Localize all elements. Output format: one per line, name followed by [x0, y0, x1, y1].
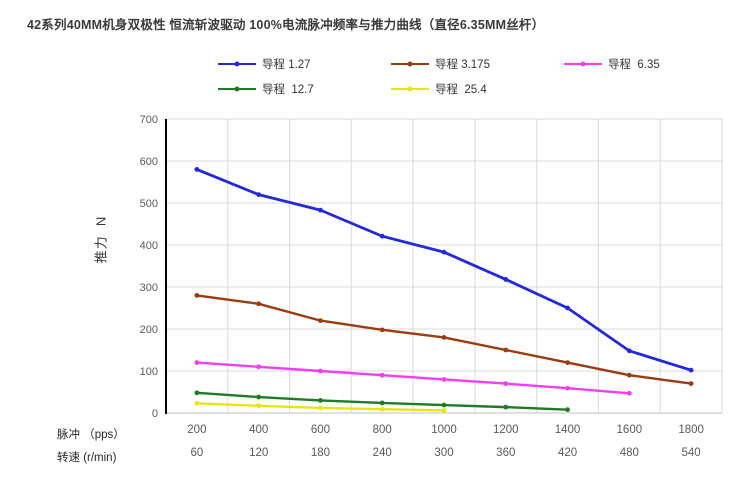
x-tick-label-rpm: 360 [496, 447, 515, 459]
y-tick-label: 600 [140, 156, 158, 168]
series-line [195, 167, 693, 372]
legend-marker-dot [234, 86, 240, 92]
data-point-marker [626, 372, 632, 378]
legend-label: 导程 12.7 [262, 84, 314, 96]
legend-item: 导程 3.175 [391, 57, 490, 71]
x-tick-label-pps: 1200 [493, 424, 519, 436]
x-tick-label-rpm: 120 [249, 447, 268, 459]
data-point-marker [565, 385, 570, 391]
legend-marker-dot [407, 61, 413, 67]
data-point-marker [441, 335, 447, 340]
data-point-marker [318, 405, 323, 411]
legend-label: 导程 1.27 [262, 59, 311, 71]
data-point-marker [503, 277, 509, 282]
legend-line-marker [391, 61, 429, 67]
x-tick-label-pps: 200 [187, 424, 206, 436]
x-tick-label-rpm: 180 [311, 447, 330, 459]
x-tick-label-rpm: 540 [682, 447, 701, 459]
legend-marker-dot [234, 61, 240, 67]
data-point-marker [441, 377, 447, 382]
legend-label: 导程 25.4 [435, 84, 487, 96]
legend-item: 导程 12.7 [218, 82, 314, 96]
legend-item: 导程 25.4 [391, 82, 487, 96]
legend-line-marker [564, 61, 602, 67]
data-point-marker [441, 408, 447, 413]
x-tick-label-pps: 600 [311, 424, 330, 436]
x-tick-label-pps: 1600 [617, 424, 643, 436]
legend-marker-dot [407, 86, 413, 92]
data-point-marker [256, 364, 262, 370]
data-point-marker [256, 403, 262, 409]
data-point-marker [194, 400, 200, 406]
data-point-marker [503, 381, 509, 386]
legend-item: 导程 6.35 [564, 57, 660, 71]
data-point-marker [379, 372, 385, 378]
x-tick-label-pps: 400 [249, 424, 268, 436]
x-tick-label-rpm: 60 [190, 447, 203, 459]
data-point-marker [503, 404, 509, 410]
data-point-marker [379, 400, 385, 406]
chart-title: 42系列40MM机身双极性 恒流斩波驱动 100%电流脉冲频率与推力曲线（直径6… [27, 18, 545, 32]
x-axis-row1-label: 脉冲 （pps） [57, 429, 125, 441]
data-point-marker [379, 233, 385, 239]
data-point-marker [626, 348, 632, 354]
y-tick-label: 100 [140, 366, 158, 378]
data-point-marker [318, 368, 323, 374]
data-point-marker [441, 249, 447, 255]
series-line [195, 361, 631, 395]
x-tick-label-rpm: 420 [558, 447, 577, 459]
legend-line-marker [391, 86, 429, 92]
legend-label: 导程 3.175 [435, 59, 490, 71]
data-point-marker [626, 390, 632, 396]
data-point-marker [256, 394, 262, 400]
legend-line-marker [218, 61, 256, 67]
data-point-marker [256, 192, 262, 198]
legend-label: 导程 6.35 [608, 59, 660, 71]
data-point-marker [256, 301, 262, 307]
data-point-marker [194, 167, 200, 172]
data-point-marker [688, 381, 694, 386]
data-point-marker [318, 207, 323, 213]
chart-legend: 导程 1.27 导程 3.175 导程 6.35 导程 12.7 导程 25.4 [0, 0, 750, 110]
data-point-marker [379, 406, 385, 412]
y-tick-label: 300 [140, 282, 158, 294]
data-point-marker [318, 318, 323, 323]
data-point-marker [318, 398, 323, 403]
data-point-marker [194, 360, 200, 365]
x-tick-label-pps: 1000 [431, 424, 457, 436]
legend-marker-dot [580, 61, 586, 67]
y-tick-label: 700 [140, 114, 158, 126]
y-tick-label: 0 [152, 408, 158, 420]
data-point-marker [565, 305, 570, 311]
legend-line-marker [218, 86, 256, 92]
data-point-marker [379, 327, 385, 333]
y-tick-label: 500 [140, 198, 158, 210]
data-point-marker [503, 347, 509, 353]
data-point-marker [441, 402, 447, 408]
x-tick-label-pps: 800 [373, 424, 392, 436]
data-point-marker [688, 367, 694, 373]
data-point-marker [565, 360, 570, 365]
y-tick-label: 200 [140, 324, 158, 336]
x-tick-label-pps: 1400 [555, 424, 581, 436]
x-tick-label-rpm: 480 [620, 447, 639, 459]
data-point-marker [194, 390, 200, 396]
x-tick-label-rpm: 240 [373, 447, 392, 459]
legend-item: 导程 1.27 [218, 57, 311, 71]
data-point-marker [565, 407, 570, 413]
data-point-marker [194, 293, 200, 298]
y-tick-label: 400 [140, 240, 158, 252]
x-tick-label-pps: 1800 [678, 424, 704, 436]
x-axis-row2-label: 转速 (r/min) [57, 452, 117, 464]
x-tick-label-rpm: 300 [434, 447, 453, 459]
